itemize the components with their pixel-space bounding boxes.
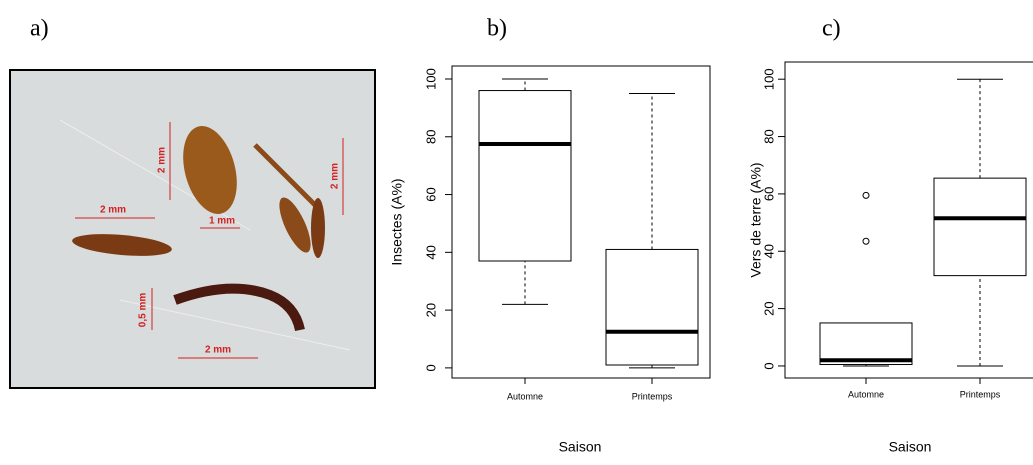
insect-part [173,283,305,332]
x-axis-label: Saison [889,439,932,455]
y-tick-label: 100 [761,68,776,90]
x-tick-label: Printemps [960,389,1001,399]
y-tick-label: 20 [423,303,438,317]
scale-bars [75,122,344,359]
y-tick-label: 80 [761,129,776,143]
y-tick-label: 80 [423,130,438,144]
box [933,177,1027,277]
y-axis-label: Insectes (A%) [389,178,405,265]
outlier [862,237,870,245]
x-tick-label: Automne [507,391,543,401]
plot-frame [451,65,711,379]
x-tick-label: Printemps [632,391,673,401]
scale-label: 2 mm [330,163,341,189]
panel-label: c) [822,16,841,42]
box [819,322,913,366]
outlier [862,191,870,199]
y-tick-label: 60 [761,187,776,201]
y-tick-label: 100 [423,68,438,90]
y-tick-label: 40 [423,245,438,259]
y-tick-label: 60 [423,187,438,201]
insect-part [183,126,237,214]
scale-label: 2 mm [100,205,126,216]
y-tick-label: 0 [423,364,438,371]
photo: 2 mm 2 mm 1 mm 2 mm 0,5 mm 2 mm [9,69,376,389]
insect-part [311,198,325,258]
y-tick-label: 20 [761,301,776,315]
panel-label: a) [30,16,49,42]
y-tick-label: 0 [761,362,776,369]
scratch [119,299,351,351]
x-axis-label: Saison [559,439,602,455]
box [605,248,699,366]
insect-part [72,234,172,256]
box [478,90,572,262]
y-axis-label: Vers de terre (A%) [748,162,764,277]
plot-frame [784,61,1033,379]
scale-label: 1 mm [209,216,235,227]
x-tick-label: Automne [848,389,884,399]
insect-part [253,143,322,212]
scale-label: 2 mm [205,345,231,356]
y-tick-label: 40 [761,244,776,258]
panel-label: b) [487,16,507,42]
scale-label: 0,5 mm [138,293,149,328]
insect-part [279,197,311,253]
scale-label: 2 mm [157,147,168,173]
